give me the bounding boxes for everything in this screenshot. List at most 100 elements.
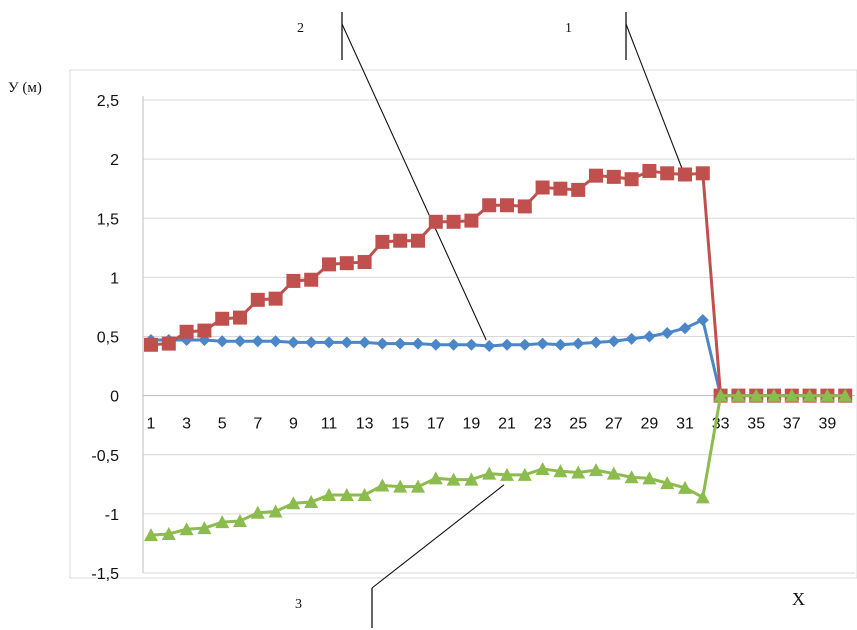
data-point — [820, 388, 835, 402]
data-point — [643, 330, 656, 343]
data-point — [518, 338, 531, 351]
data-point — [339, 256, 354, 271]
series-line — [151, 318, 846, 398]
series-line — [150, 169, 846, 398]
x-tick-label: 35 — [747, 416, 765, 433]
data-point — [144, 337, 158, 352]
data-point — [375, 478, 390, 492]
grid — [142, 96, 855, 574]
data-point — [376, 337, 389, 350]
data-point — [606, 169, 621, 184]
data-point — [394, 337, 407, 350]
x-tick-label: 3 — [182, 416, 191, 433]
annotation-label: 1 — [565, 21, 572, 36]
data-point — [323, 336, 335, 349]
x-tick-label: 29 — [641, 416, 659, 433]
x-tick-label: 27 — [605, 416, 623, 433]
data-point — [322, 487, 336, 501]
data-point — [429, 338, 442, 351]
y-tick-label: 0 — [110, 389, 119, 406]
data-point — [482, 198, 497, 213]
data-point — [589, 463, 603, 477]
data-point — [286, 496, 301, 510]
data-point — [678, 167, 692, 182]
x-tick-label: 19 — [463, 416, 481, 433]
data-point — [339, 487, 354, 501]
data-point — [197, 323, 212, 338]
data-point — [571, 182, 586, 197]
x-tick-label: 9 — [289, 416, 298, 433]
data-point — [287, 336, 300, 349]
data-point — [607, 335, 620, 348]
data-point — [268, 291, 283, 306]
series-group — [144, 163, 853, 542]
data-point — [269, 335, 282, 348]
data-point — [500, 198, 514, 213]
data-point — [250, 505, 265, 519]
data-point — [696, 313, 709, 326]
data-point — [304, 495, 319, 509]
data-point — [695, 490, 710, 504]
data-point — [393, 233, 408, 248]
annotation-label: 2 — [297, 21, 304, 36]
x-tick-label: 13 — [356, 416, 374, 433]
y-tick-label: 1,5 — [97, 211, 119, 228]
y-axis-label: У (м) — [8, 80, 42, 96]
data-point — [216, 335, 229, 348]
data-point — [517, 199, 532, 214]
y-axis-ticks: 2,5 2 1,5 1 0,5 0 -0,5 -1 -1,5 — [91, 93, 119, 583]
data-point — [340, 336, 353, 349]
data-point — [464, 472, 479, 486]
data-point — [802, 388, 817, 402]
data-point — [357, 255, 372, 270]
x-tick-label: 31 — [676, 416, 694, 433]
y-tick-label: -0,5 — [91, 448, 119, 465]
data-point — [161, 336, 176, 351]
x-axis-ticks: 1 3 5 7 9 11 13 15 17 19 21 23 25 27 29 31 33 35 37 39 — [147, 416, 837, 433]
data-point — [517, 467, 532, 481]
data-point — [554, 338, 567, 351]
data-point — [590, 336, 602, 349]
data-point — [625, 332, 638, 345]
data-point — [250, 292, 265, 307]
data-point — [305, 336, 318, 349]
x-tick-label: 39 — [819, 416, 837, 433]
data-point — [322, 257, 336, 272]
data-point — [500, 467, 514, 481]
data-point — [251, 335, 264, 348]
data-point — [536, 337, 549, 350]
data-point — [411, 479, 425, 493]
x-tick-label: 5 — [218, 416, 227, 433]
leader-lines — [341, 12, 683, 628]
data-point — [465, 338, 478, 351]
leader-line — [625, 23, 683, 169]
data-point — [304, 272, 319, 287]
data-point — [411, 233, 425, 248]
data-point — [161, 526, 176, 540]
data-point — [428, 471, 443, 485]
data-point — [731, 388, 746, 402]
data-point — [179, 324, 194, 339]
x-tick-label: 23 — [534, 416, 552, 433]
y-tick-label: 0,5 — [97, 330, 119, 347]
annotation-labels: 1 23 — [295, 21, 572, 612]
data-point — [642, 163, 657, 178]
x-axis-label: X — [792, 589, 805, 609]
data-point — [571, 465, 586, 479]
series-3 — [144, 388, 853, 542]
data-point — [446, 214, 461, 229]
y-tick-label: 2 — [110, 152, 119, 169]
data-point — [144, 528, 158, 542]
data-point — [233, 513, 247, 527]
data-point — [464, 213, 479, 228]
data-point — [553, 464, 568, 478]
data-point — [713, 388, 728, 402]
data-point — [838, 388, 853, 402]
data-point — [234, 335, 246, 348]
data-point — [286, 273, 301, 288]
data-point — [482, 466, 497, 480]
data-point — [661, 326, 674, 339]
leader-line — [341, 23, 487, 341]
x-tick-label: 11 — [321, 416, 338, 433]
x-tick-label: 7 — [253, 416, 262, 433]
